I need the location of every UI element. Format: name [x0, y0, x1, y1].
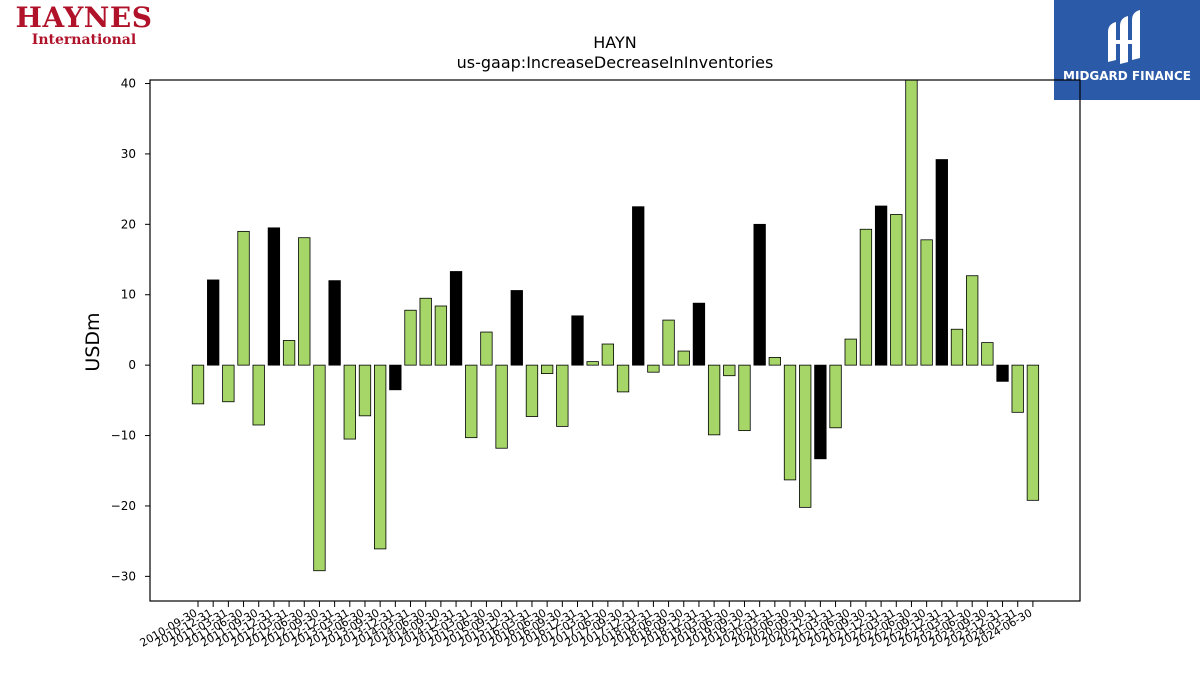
midgard-logo-name: MIDGARD FINANCE [1063, 69, 1191, 83]
bar-2017-03-31 [586, 361, 599, 366]
bar-2022-03-31 [890, 214, 903, 366]
y-tick-label: 0 [128, 358, 136, 372]
bar-2020-09-30 [799, 364, 812, 508]
bar-2019-12-31 [753, 223, 766, 366]
bar-2014-03-31 [404, 309, 417, 366]
bar-2010-09-30 [191, 364, 205, 405]
bar-2023-03-31 [950, 328, 964, 366]
y-tick-label: 10 [121, 288, 136, 302]
bar-2017-09-30 [616, 364, 630, 393]
bar-2015-12-31 [510, 290, 523, 366]
bar-2013-06-30 [358, 364, 372, 417]
bar-2021-09-30 [859, 228, 873, 366]
bar-2011-03-31 [222, 364, 235, 403]
y-tick-label: 20 [121, 217, 136, 231]
chart-title: HAYN [593, 33, 636, 52]
y-tick-label: 30 [121, 147, 136, 161]
bar-2018-12-31 [692, 302, 706, 366]
bar-2013-09-30 [374, 364, 387, 550]
y-tick-label: −30 [111, 569, 136, 583]
bar-2011-06-30 [237, 230, 250, 366]
haynes-logo: HAYNES International [4, 4, 164, 50]
bar-2014-06-30 [419, 297, 432, 366]
bar-2020-12-31 [814, 364, 827, 460]
bar-2023-09-30 [981, 342, 994, 366]
bar-2017-06-30 [601, 343, 615, 366]
bar-2020-06-30 [783, 364, 797, 481]
bar-2012-06-30 [298, 237, 311, 366]
y-axis-ticks: 40 30 20 10 0 −10 −20 −30 [111, 77, 150, 583]
bar-2023-06-30 [966, 275, 979, 366]
bar-2024-03-31 [1011, 364, 1024, 413]
y-axis-label: USDm [82, 312, 104, 371]
bar-2015-06-30 [480, 331, 493, 366]
y-tick-label: −20 [111, 499, 136, 513]
x-axis-ticks: 2010-09-302010-12-312011-03-312011-06-30… [138, 601, 1034, 650]
bar-2015-09-30 [495, 364, 508, 449]
bar-2019-06-30 [723, 364, 736, 377]
bar-2011-09-30 [252, 364, 265, 426]
bar-2016-09-30 [556, 364, 569, 427]
bar-2013-03-31 [343, 364, 356, 440]
bar-2015-03-31 [465, 364, 478, 439]
bar-2018-09-30 [677, 350, 690, 366]
bar-2011-12-31 [267, 227, 281, 366]
bar-2010-12-31 [207, 279, 220, 366]
midgard-finance-logo: MIDGARD FINANCE [1054, 0, 1200, 100]
bar-2022-06-30 [905, 79, 918, 366]
bar-2022-12-31 [935, 159, 948, 366]
bar-2024-06-30 [1026, 364, 1040, 501]
bar-2016-12-31 [571, 315, 584, 366]
y-tick-label: −10 [111, 429, 136, 443]
bar-2012-03-31 [282, 340, 296, 366]
bar-2019-09-30 [738, 364, 751, 432]
haynes-logo-brand: HAYNES [15, 1, 153, 34]
bar-2018-06-30 [662, 319, 675, 366]
bar-2012-12-31 [328, 280, 341, 366]
bar-2021-12-31 [874, 205, 888, 366]
bar-2021-03-31 [829, 364, 842, 429]
bar-2012-09-30 [313, 364, 326, 572]
bar-2018-03-31 [647, 364, 660, 373]
bar-2014-09-30 [434, 305, 448, 366]
chart-subtitle: us-gaap:IncreaseDecreaseInInventories [457, 53, 774, 72]
bar-2021-06-30 [844, 338, 857, 366]
bar-2017-12-31 [632, 206, 645, 366]
plot-area-frame [149, 79, 1081, 602]
bar-2013-12-31 [389, 364, 402, 391]
bar-2016-03-31 [525, 364, 539, 417]
bar-2023-12-31 [996, 364, 1009, 382]
haynes-logo-subtitle: International [31, 32, 137, 48]
y-tick-label: 40 [121, 77, 136, 91]
bar-2016-06-30 [540, 364, 554, 374]
bar-2020-03-31 [768, 356, 781, 366]
bar-2014-12-31 [449, 271, 463, 366]
midgard-logo-mark-icon [1108, 10, 1140, 64]
bar-2019-03-31 [707, 364, 721, 436]
bars-group [191, 79, 1040, 572]
bar-2022-09-30 [920, 239, 933, 366]
